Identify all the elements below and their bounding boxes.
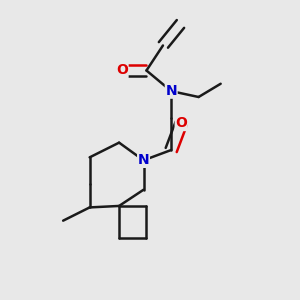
Text: O: O — [116, 64, 128, 77]
Text: N: N — [165, 84, 177, 98]
Text: O: O — [175, 116, 187, 130]
Text: N: N — [138, 153, 149, 167]
